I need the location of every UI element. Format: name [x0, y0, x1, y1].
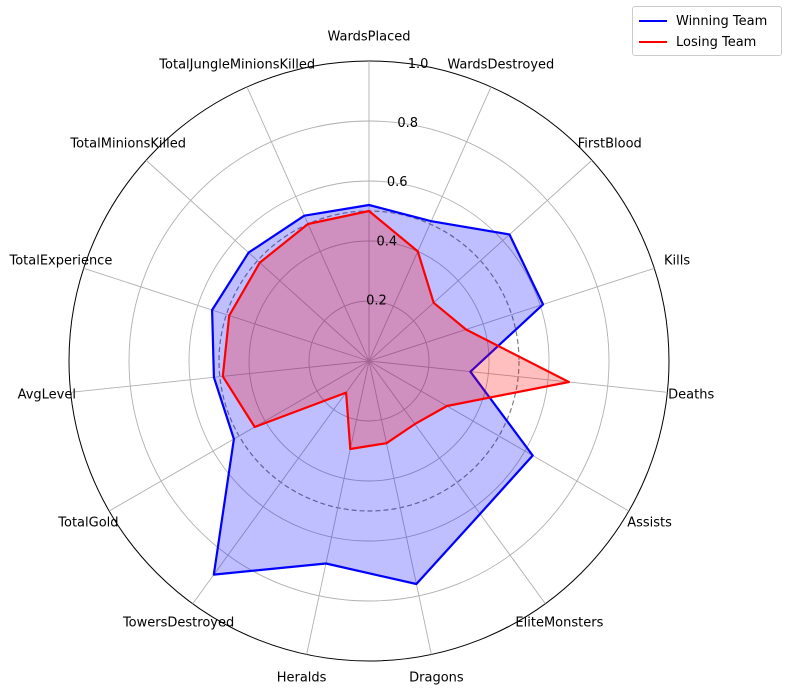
spoke-line: [368, 360, 668, 393]
spoke-line: [368, 360, 546, 604]
spoke-line: [368, 267, 655, 362]
radial-tick-label: 1.0: [408, 57, 429, 72]
category-label: Kills: [664, 253, 690, 268]
legend-label-losing: Losing Team: [676, 34, 757, 50]
spoke-line: [83, 267, 370, 362]
spoke-line: [368, 159, 593, 362]
category-label: Assists: [627, 516, 672, 531]
spoke-line: [368, 360, 630, 512]
category-label: Deaths: [668, 387, 714, 402]
category-label: TowersDestroyed: [122, 616, 234, 631]
series-layer: [211, 203, 571, 586]
category-label: TotalExperience: [8, 253, 112, 268]
legend-swatch-winning: [639, 20, 667, 22]
category-label: TotalMinionsKilled: [69, 137, 186, 152]
category-label: Heralds: [277, 670, 327, 685]
category-label: EliteMonsters: [515, 616, 603, 631]
legend-label-winning: Winning Team: [676, 13, 768, 29]
series-line-1: [221, 209, 571, 451]
spoke-line: [306, 360, 370, 655]
legend-swatch-losing: [639, 41, 667, 43]
radial-tick-label: 0.8: [397, 116, 418, 131]
series-line-0: [211, 203, 545, 586]
legend: Winning Team Losing Team: [632, 6, 782, 56]
category-label: TotalGold: [57, 516, 118, 531]
legend-item-losing: Losing Team: [639, 32, 756, 52]
series-area-1: [222, 211, 569, 449]
legend-item-winning: Winning Team: [639, 11, 767, 31]
category-label: Dragons: [409, 670, 464, 685]
radial-tick-label: 0.2: [366, 293, 387, 308]
radial-tick-label: 0.6: [387, 175, 408, 190]
spoke-line: [108, 360, 370, 512]
category-label: TotalJungleMinionsKilled: [158, 58, 315, 73]
grid-layer: [68, 60, 670, 662]
spoke-line: [368, 86, 492, 362]
category-label: WardsPlaced: [328, 30, 411, 45]
spoke-line: [368, 360, 432, 655]
category-label: FirstBlood: [578, 137, 642, 152]
category-label: AvgLevel: [18, 387, 76, 402]
spoke-line: [70, 360, 370, 393]
spoke-line: [145, 159, 370, 362]
series-area-0: [212, 205, 543, 584]
radial-tick-label: 0.4: [376, 234, 397, 249]
spoke-line: [192, 360, 370, 604]
label-layer: 0.2 0.4 0.6 0.8 1.0 WardsPlaced WardsDestroyed…: [8, 30, 714, 686]
category-label: WardsDestroyed: [447, 58, 554, 73]
